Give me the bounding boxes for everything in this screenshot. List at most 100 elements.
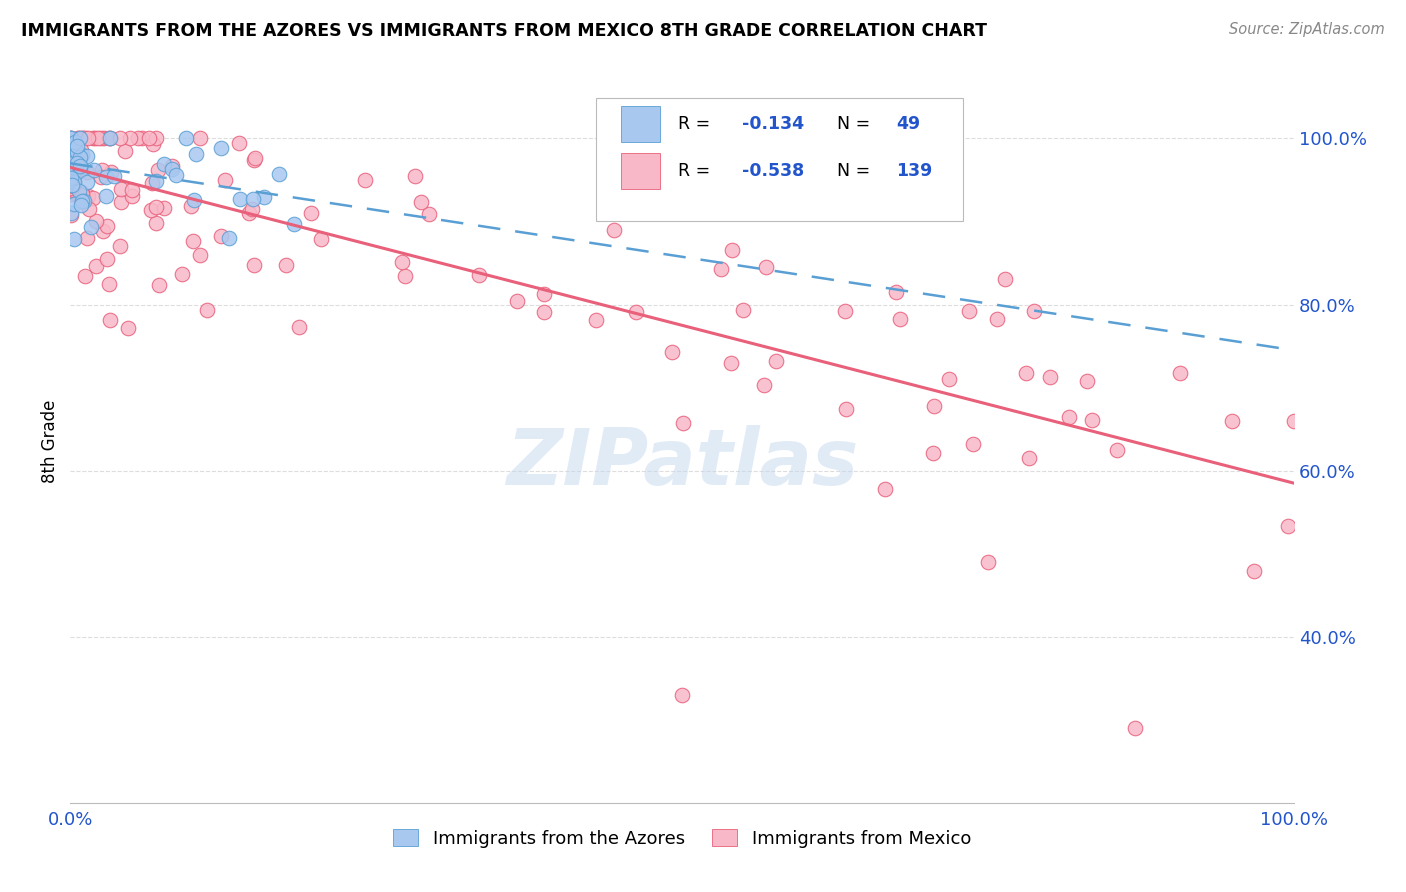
Point: [82, 191, 104, 205]
Point: [60, 186, 83, 201]
Point: [103, 169, 125, 184]
Point: [710, 261, 733, 276]
Point: [921, 445, 943, 459]
Point: [1039, 370, 1062, 384]
Point: [63, 159, 86, 173]
Point: [218, 231, 240, 245]
Point: [755, 260, 778, 275]
Point: [938, 372, 960, 386]
Point: [276, 259, 298, 273]
Point: [1220, 414, 1243, 428]
Point: [165, 168, 187, 182]
Point: [63, 197, 86, 211]
Point: [661, 345, 683, 359]
Point: [66, 131, 89, 145]
Point: [873, 482, 896, 496]
Point: [70, 131, 93, 145]
Point: [1107, 442, 1129, 457]
Point: [83, 163, 105, 178]
Point: [96, 219, 118, 234]
Point: [65, 185, 87, 199]
Legend: Immigrants from the Azores, Immigrants from Mexico: Immigrants from the Azores, Immigrants f…: [385, 822, 979, 855]
FancyBboxPatch shape: [621, 105, 659, 142]
Point: [63, 186, 86, 200]
Point: [110, 195, 132, 210]
Point: [765, 354, 787, 368]
Point: [195, 302, 218, 317]
Point: [59, 141, 82, 155]
Point: [121, 189, 143, 203]
Point: [924, 399, 946, 413]
Point: [884, 285, 907, 300]
Point: [70, 194, 93, 209]
Point: [63, 175, 86, 189]
Point: [93, 131, 115, 145]
Point: [98, 131, 121, 145]
Point: [131, 131, 153, 145]
Text: N =: N =: [837, 115, 876, 133]
Point: [240, 202, 263, 216]
Point: [242, 258, 264, 272]
Point: [214, 173, 236, 187]
Point: [148, 277, 170, 292]
Point: [585, 313, 607, 327]
Point: [70, 186, 93, 201]
Point: [394, 268, 416, 283]
Point: [63, 161, 86, 175]
Point: [506, 293, 529, 308]
Point: [228, 192, 250, 206]
Text: ZIPatlas: ZIPatlas: [506, 425, 858, 501]
Point: [1081, 413, 1104, 427]
Point: [60, 206, 83, 220]
Point: [752, 378, 775, 392]
Point: [62, 232, 84, 246]
Point: [70, 198, 93, 212]
Point: [60, 178, 83, 192]
Point: [59, 131, 82, 145]
Point: [720, 356, 742, 370]
Point: [62, 178, 84, 193]
Point: [720, 243, 742, 257]
Point: [66, 139, 89, 153]
Point: [62, 156, 84, 170]
Point: [172, 267, 194, 281]
Point: [299, 206, 322, 220]
Text: 139: 139: [896, 161, 932, 179]
Point: [602, 223, 624, 237]
Point: [117, 321, 139, 335]
Point: [69, 160, 91, 174]
Point: [409, 195, 432, 210]
Point: [153, 156, 176, 170]
Point: [87, 131, 110, 145]
Point: [162, 161, 184, 176]
Point: [174, 131, 197, 145]
Point: [82, 131, 104, 145]
Point: [121, 182, 143, 196]
Point: [188, 131, 211, 145]
Point: [209, 141, 232, 155]
Point: [72, 131, 94, 145]
Point: [97, 277, 120, 291]
Point: [110, 182, 132, 196]
Point: [63, 176, 86, 190]
Point: [1243, 564, 1265, 578]
Point: [1022, 303, 1045, 318]
Point: [533, 305, 555, 319]
Point: [184, 147, 207, 161]
Point: [209, 228, 232, 243]
Point: [624, 305, 647, 319]
Text: N =: N =: [837, 161, 876, 179]
Point: [353, 172, 375, 186]
Point: [69, 150, 91, 164]
Point: [404, 169, 426, 183]
Point: [60, 131, 83, 145]
Point: [148, 162, 170, 177]
Point: [145, 174, 167, 188]
Point: [188, 248, 211, 262]
Point: [66, 156, 89, 170]
Point: [127, 131, 149, 145]
Point: [67, 152, 90, 166]
Point: [110, 239, 132, 253]
Point: [138, 131, 160, 145]
Point: [96, 252, 118, 266]
